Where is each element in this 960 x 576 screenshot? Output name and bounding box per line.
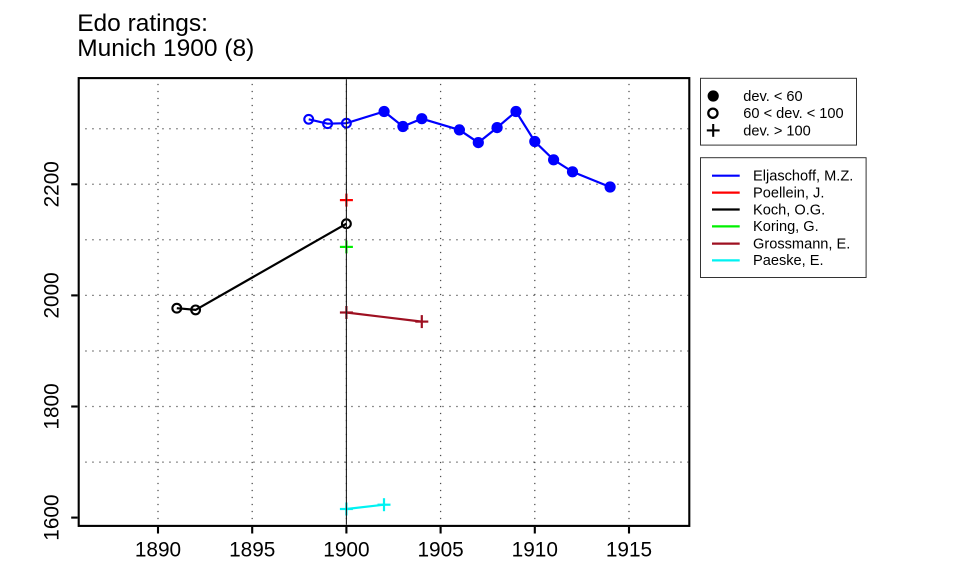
svg-text:1900: 1900	[323, 538, 369, 561]
svg-text:Munich 1900 (8): Munich 1900 (8)	[77, 35, 254, 62]
svg-text:dev. < 60: dev. < 60	[743, 89, 802, 105]
svg-text:1890: 1890	[135, 538, 181, 561]
svg-text:Koch, O.G.: Koch, O.G.	[753, 202, 825, 218]
svg-text:Eljaschoff, M.Z.: Eljaschoff, M.Z.	[753, 169, 853, 185]
svg-text:1905: 1905	[417, 538, 463, 561]
svg-text:1915: 1915	[606, 538, 652, 561]
svg-text:60 < dev. < 100: 60 < dev. < 100	[743, 106, 843, 122]
svg-text:dev. > 100: dev. > 100	[743, 123, 810, 139]
svg-text:Poellein, J.: Poellein, J.	[753, 185, 824, 201]
svg-text:Edo ratings:: Edo ratings:	[77, 10, 208, 37]
svg-text:Paeske, E.: Paeske, E.	[753, 253, 824, 269]
svg-text:2000: 2000	[41, 272, 64, 318]
svg-text:2200: 2200	[41, 161, 64, 207]
svg-text:1895: 1895	[229, 538, 275, 561]
svg-text:1910: 1910	[512, 538, 558, 561]
svg-text:Grossmann, E.: Grossmann, E.	[753, 236, 850, 252]
svg-text:Koring, G.: Koring, G.	[753, 219, 819, 235]
svg-text:1600: 1600	[41, 494, 64, 540]
svg-text:1800: 1800	[41, 383, 64, 429]
